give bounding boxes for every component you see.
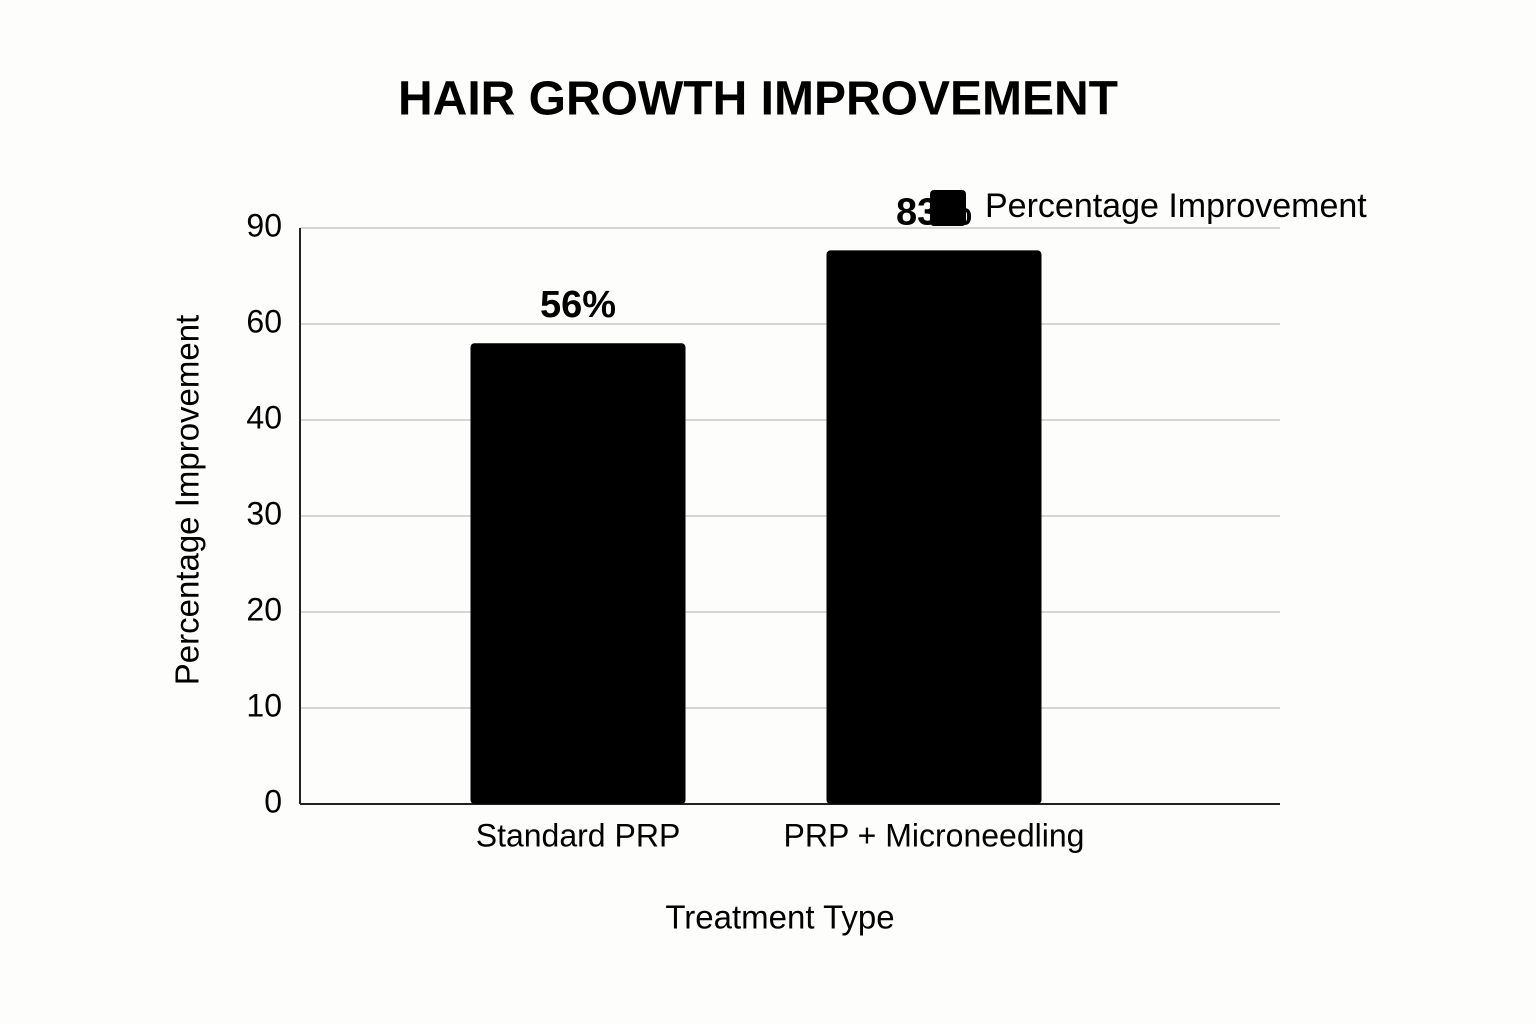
bar xyxy=(470,343,686,804)
chart-title: HAIR GROWTH IMPROVEMENT xyxy=(398,73,1118,126)
bar xyxy=(826,250,1042,804)
y-tick-label: 20 xyxy=(246,591,282,627)
value-label: 56% xyxy=(540,284,616,326)
y-tick-label: 30 xyxy=(246,495,282,531)
y-tick-label: 10 xyxy=(246,687,282,723)
x-tick-label: Standard PRP xyxy=(476,817,681,853)
legend-swatch xyxy=(930,190,966,226)
y-axis-title: Percentage Improvement xyxy=(169,315,206,686)
y-tick-label: 40 xyxy=(246,399,282,435)
y-tick-label: 90 xyxy=(246,207,282,243)
x-tick-label: PRP + Microneedling xyxy=(784,817,1085,853)
x-axis-title: Treatment Type xyxy=(665,899,894,936)
y-tick-label: 0 xyxy=(264,783,282,819)
legend-label: Percentage Improvement xyxy=(985,187,1367,225)
y-tick-label: 60 xyxy=(246,303,282,339)
